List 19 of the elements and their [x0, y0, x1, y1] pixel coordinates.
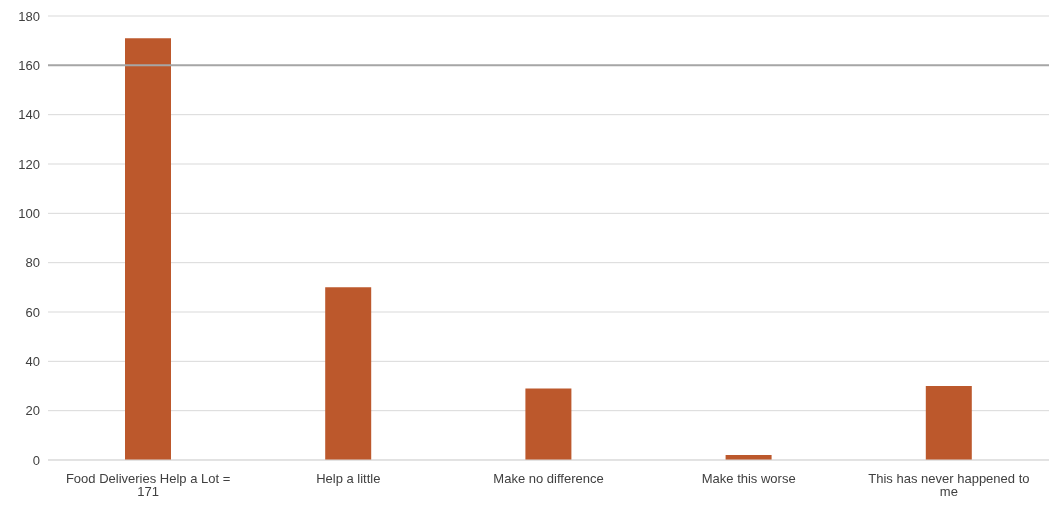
y-tick-label: 0 — [32, 452, 40, 468]
y-tick-label: 100 — [18, 205, 40, 221]
bar — [525, 388, 572, 460]
y-tick-label: 140 — [18, 107, 40, 123]
y-tick-label: 160 — [18, 57, 40, 73]
x-tick-label: Make this worse — [701, 471, 796, 487]
bar — [325, 287, 372, 460]
bar — [925, 386, 972, 460]
y-tick-label: 180 — [18, 8, 40, 24]
y-tick-label: 20 — [25, 403, 40, 419]
x-tick-label: Help a little — [316, 471, 381, 487]
y-tick-label: 80 — [25, 255, 40, 271]
x-tick-label: Food Deliveries Help a Lot = 171 — [65, 471, 231, 500]
y-tick-label: 40 — [25, 353, 40, 369]
y-tick-label: 60 — [25, 304, 40, 320]
y-tick-label: 120 — [18, 156, 40, 172]
x-tick-label: This has never happened to me — [868, 471, 1030, 500]
x-tick-label: Make no difference — [493, 471, 604, 487]
bar — [125, 38, 171, 460]
